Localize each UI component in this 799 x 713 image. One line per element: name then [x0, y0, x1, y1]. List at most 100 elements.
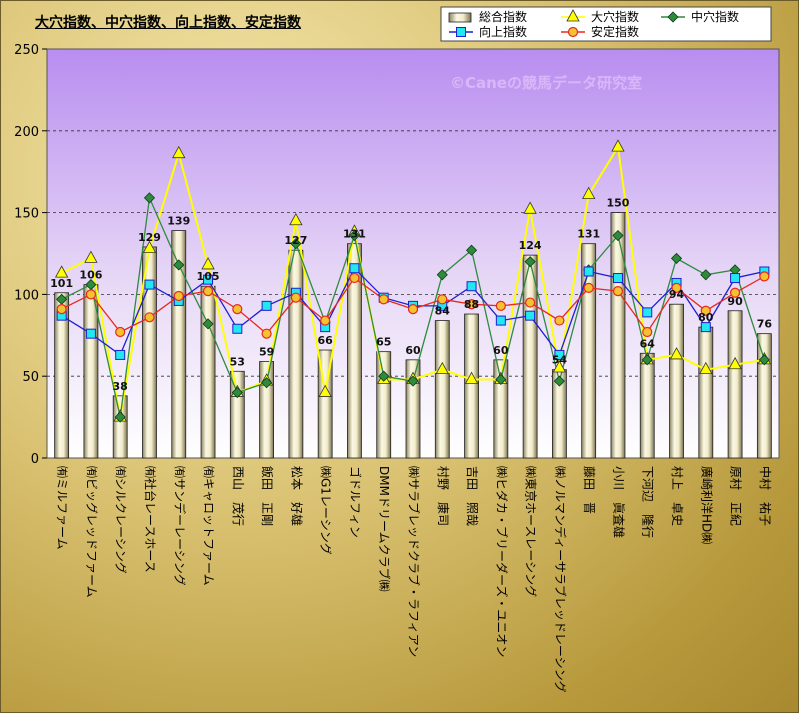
- data-label: 129: [138, 231, 161, 244]
- bar: [493, 359, 509, 459]
- bar: [112, 395, 128, 459]
- data-point: [261, 328, 272, 339]
- data-point: [611, 139, 625, 152]
- y-tick-label: 250: [14, 43, 39, 58]
- x-tick-label: ゴドルフィン: [348, 466, 363, 538]
- bar: [610, 212, 626, 459]
- data-label: 38: [113, 380, 128, 393]
- x-tick-label: 村上 卓史: [670, 466, 684, 526]
- data-point: [232, 304, 243, 315]
- x-tick-label: 下河辺 隆行: [641, 466, 656, 538]
- data-point: [670, 252, 683, 264]
- bar: [259, 361, 275, 459]
- data-point: [290, 238, 302, 250]
- data-point: [84, 250, 98, 263]
- data-point: [525, 297, 536, 308]
- data-point: [172, 145, 186, 159]
- data-point: [85, 289, 97, 300]
- data-label: 76: [757, 318, 773, 331]
- x-tick-label: 藤田 晋: [582, 466, 596, 514]
- x-tick-label: 小川 眞査雄: [611, 466, 626, 538]
- data-point: [495, 315, 506, 326]
- x-tick-label: ㈱G1レーシング: [319, 466, 333, 555]
- data-label: 59: [259, 345, 274, 358]
- data-point: [700, 269, 712, 281]
- bar: [347, 243, 362, 459]
- bar: [171, 230, 187, 459]
- data-label: 124: [519, 239, 542, 252]
- data-label: 90: [727, 295, 743, 308]
- data-label: 131: [343, 228, 366, 241]
- data-point: [612, 273, 623, 284]
- legend-marker: [456, 27, 466, 37]
- bar: [669, 303, 684, 459]
- bar: [639, 352, 655, 459]
- data-point: [554, 349, 565, 360]
- legend-marker: [566, 9, 580, 22]
- data-point: [143, 192, 156, 204]
- data-point: [495, 300, 506, 311]
- y-tick-label: 50: [22, 370, 39, 385]
- x-tick-label: ㈲サンデーレーシング: [172, 466, 187, 586]
- x-tick-label: ㈲社台レースホース: [143, 466, 158, 573]
- data-point: [552, 360, 567, 373]
- data-point: [144, 279, 155, 290]
- legend-label: 向上指数: [479, 24, 527, 39]
- data-point: [612, 286, 624, 297]
- bar: [83, 284, 99, 459]
- x-tick-label: 廣崎利洋HD㈱: [699, 466, 714, 544]
- x-tick-label: ㈲キャロットファーム: [202, 466, 216, 586]
- bar: [376, 351, 392, 459]
- legend-marker: [667, 11, 679, 23]
- data-point: [437, 294, 448, 305]
- data-point: [700, 322, 711, 333]
- data-point: [583, 266, 594, 277]
- x-tick-label: ㈱ヒダカ・ブリーダーズ・ユニオン: [494, 466, 509, 657]
- data-point: [700, 305, 711, 316]
- data-point: [144, 312, 155, 323]
- y-tick-label: 200: [14, 125, 39, 140]
- data-point: [142, 240, 157, 253]
- data-label: 65: [376, 336, 391, 349]
- x-tick-label: 中村 祐子: [758, 466, 773, 526]
- data-point: [729, 287, 741, 298]
- x-tick-label: ㈱ノルマンディーサラブレッドレーシング: [553, 466, 568, 693]
- bar: [522, 254, 538, 459]
- watermark: ©Caneの競馬データ研究室: [450, 74, 642, 92]
- data-point: [348, 229, 361, 242]
- data-point: [641, 354, 653, 366]
- data-point: [202, 286, 214, 297]
- legend-label: 安定指数: [591, 24, 639, 39]
- x-tick-label: 村野 康司: [436, 466, 451, 526]
- data-label: 101: [50, 277, 73, 290]
- data-point: [436, 269, 448, 281]
- data-point: [466, 299, 477, 310]
- data-point: [114, 411, 126, 423]
- bar: [756, 333, 772, 459]
- data-point: [407, 375, 419, 387]
- data-label: 54: [552, 354, 568, 367]
- legend-label: 総合指数: [479, 9, 527, 24]
- data-point: [378, 370, 390, 382]
- data-point: [56, 304, 67, 315]
- data-label: 139: [167, 215, 190, 228]
- x-tick-label: 吉田 照哉: [465, 466, 480, 526]
- bar: [405, 359, 421, 459]
- y-tick-label: 100: [14, 288, 39, 303]
- data-point: [231, 386, 243, 399]
- data-label: 94: [669, 288, 685, 301]
- data-point: [320, 315, 331, 326]
- data-point: [582, 186, 596, 200]
- data-point: [465, 244, 478, 256]
- legend-marker: [567, 26, 579, 38]
- bar: [288, 249, 304, 459]
- data-point: [407, 304, 419, 315]
- data-label: 106: [79, 269, 102, 282]
- x-tick-label: ㈲ミルファーム: [55, 466, 69, 550]
- bar: [464, 313, 479, 459]
- data-point: [261, 377, 273, 389]
- data-point: [758, 354, 770, 366]
- x-tick-label: 西山 茂行: [231, 466, 245, 526]
- x-tick-label: 飯田 正剛: [260, 466, 275, 526]
